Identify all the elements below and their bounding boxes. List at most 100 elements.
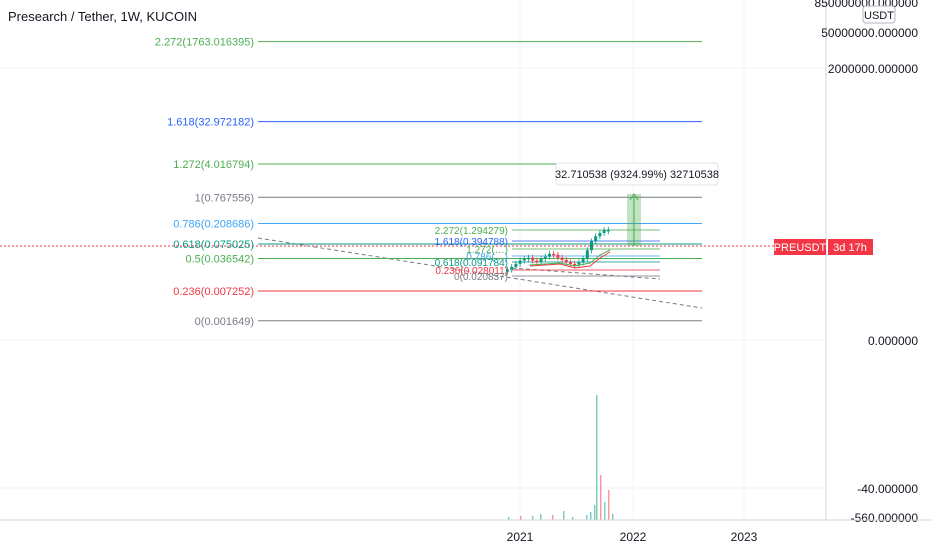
fib-small-level-open: ( — [460, 272, 464, 283]
fib-large-level-value: 0.036542 — [204, 253, 250, 265]
fib-extension-large[interactable]: 2.272(1763.016395)1.618(32.972182)1.272(… — [155, 37, 702, 328]
fib-large-level-value: 0.001649 — [204, 316, 250, 328]
fib-large-level-close: ) — [250, 192, 254, 204]
y-tick-label: 0.000000 — [868, 334, 918, 348]
candle-body — [518, 260, 522, 264]
price-tag-countdown-box — [828, 239, 873, 255]
fib-small-level-value: 0.394788 — [463, 237, 505, 248]
fib-small-level-close: ) — [505, 252, 508, 263]
fib-large-level-close: ) — [250, 239, 254, 251]
fib-small-level-label: 0.618(0.091784) — [435, 258, 508, 269]
fib-large-level-open: ( — [201, 218, 205, 230]
fib-small-level-close: ) — [505, 245, 508, 256]
fib-large-level-label: 0.786(0.208686) — [173, 218, 254, 230]
candle-body — [560, 257, 564, 260]
y-tick-label: -40.000000 — [857, 482, 918, 496]
volume-bar — [563, 511, 565, 520]
y-tick-label: 850000000.000000 — [815, 0, 919, 10]
candle-body — [569, 262, 572, 264]
fib-extension-small[interactable]: 2.272(1.294279)1.618(0.394788)1.272(…)0.… — [435, 226, 660, 283]
fib-large-level-ratio: 0.618 — [173, 239, 201, 251]
candle-body — [527, 257, 530, 260]
fib-small-level-value: … — [495, 252, 505, 263]
fib-large-level-open: ( — [201, 316, 205, 328]
fib-large-level-open: ( — [201, 239, 205, 251]
x-axis-labels: 2021 2022 2023 — [507, 530, 758, 544]
trendline-large[interactable] — [257, 237, 703, 309]
candle-body — [564, 259, 568, 263]
fib-small-level-ratio: 0.236 — [435, 266, 460, 277]
candle-body — [510, 266, 514, 270]
y-axis-labels: 850000000.000000 50000000.000000 2000000.0… — [815, 0, 919, 525]
fib-large-level-value: 1763.016395 — [186, 37, 250, 49]
fib-small-level-value: 1.294279 — [463, 226, 505, 237]
fib-large-level-ratio: 2.272 — [155, 37, 183, 49]
fib-large-level-ratio: 0.5 — [185, 253, 200, 265]
fib-small-level-ratio: 0 — [454, 272, 460, 283]
fib-large-level-open: ( — [182, 37, 186, 49]
volume-bar — [612, 514, 614, 520]
candle-body — [514, 263, 518, 267]
fib-large-level-ratio: 1 — [195, 192, 201, 204]
fib-small-level-close: ) — [505, 237, 508, 248]
fib-small-level-value: 0.028011 — [464, 266, 505, 277]
fib-large-level-label: 2.272(1763.016395) — [155, 37, 254, 49]
price-range-measure[interactable]: 32.710538 (9324.99%) 32710538 — [555, 162, 719, 246]
x-tick-label: 2023 — [731, 530, 758, 544]
fib-small-level-label: 0.786(…) — [466, 252, 508, 263]
fib-large-level-ratio: 1.272 — [173, 159, 201, 171]
fib-small-level-ratio: 1.618 — [435, 237, 460, 248]
y-tick-label: 50000000.000000 — [821, 26, 918, 40]
price-series — [506, 226, 610, 275]
candle-body — [577, 262, 581, 265]
candle-body — [594, 236, 598, 242]
volume-bar — [552, 515, 554, 520]
fib-small-level-ratio: 0.618 — [435, 258, 460, 269]
fib-small-level-open: ( — [460, 237, 464, 248]
fib-large-level-close: ) — [250, 159, 254, 171]
candle-body — [602, 230, 606, 233]
price-tag-countdown: 3d 17h — [833, 242, 867, 254]
fib-small-level-label: 0(0.020837) — [454, 272, 508, 283]
fib-large-level-close: ) — [250, 117, 254, 129]
fib-small-level-ratio: 1.272 — [466, 245, 491, 256]
volume-bar — [594, 505, 596, 520]
volume-bar — [520, 516, 522, 520]
fib-small-level-close: ) — [505, 272, 508, 283]
fib-large-level-open: ( — [201, 159, 205, 171]
fib-large-level-value: 32.972182 — [198, 117, 250, 129]
fib-small-level-ratio: 0.786 — [466, 252, 491, 263]
candle-body — [548, 253, 551, 257]
candle-body — [598, 232, 602, 237]
fib-small-level-ratio: 2.272 — [435, 226, 460, 237]
fib-small-level-open: ( — [460, 258, 464, 269]
fib-large-level-value: 0.767556 — [204, 192, 250, 204]
fib-small-level-label: 1.618(0.394788) — [435, 237, 508, 248]
fib-small-level-open: ( — [491, 245, 495, 256]
fib-large-level-close: ) — [250, 316, 254, 328]
fib-large-level-ratio: 0 — [195, 316, 201, 328]
grid-lines — [0, 0, 826, 520]
fib-small-level-label: 1.272(…) — [466, 245, 508, 256]
candle-body — [522, 258, 526, 261]
volume-bar — [604, 502, 606, 520]
fib-large-level-open: ( — [201, 286, 205, 298]
price-scale[interactable] — [826, 0, 932, 550]
currency-button[interactable]: USDT — [862, 5, 896, 24]
moving-average-lines — [529, 249, 611, 269]
fib-large-level-value: 0.007252 — [204, 286, 250, 298]
fib-large-level-close: ) — [250, 253, 254, 265]
fib-large-level-label: 1.272(4.016794) — [173, 159, 254, 171]
fib-large-level-label: 0.618(0.075025) — [173, 239, 254, 251]
price-tag: PREUSDT 3d 17h — [774, 239, 873, 255]
volume-bar — [590, 512, 592, 520]
fib-large-level-ratio: 0.786 — [173, 218, 201, 230]
candle-body — [590, 241, 593, 251]
y-tick-label: -560.000000 — [851, 511, 919, 525]
fib-small-level-value: 0.091784 — [463, 258, 505, 269]
ma-line-green — [529, 249, 611, 267]
price-tag-symbol-box — [774, 239, 826, 255]
x-tick-label: 2021 — [507, 530, 534, 544]
